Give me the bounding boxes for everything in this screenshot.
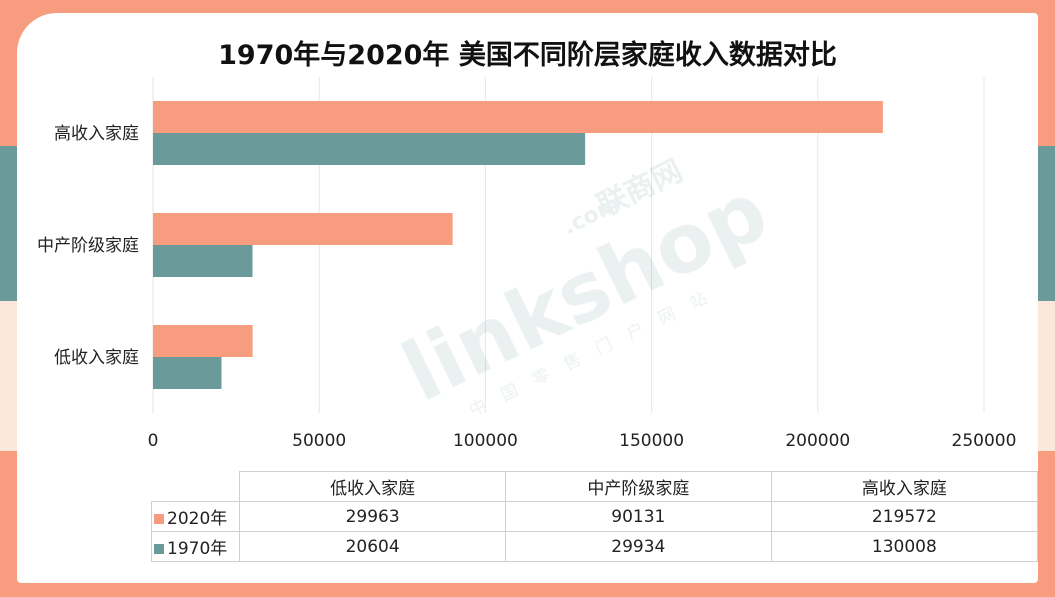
bar-2020 xyxy=(153,213,453,245)
bar-1970 xyxy=(153,357,222,389)
table-cell: 29934 xyxy=(504,531,772,562)
table-corner xyxy=(151,471,241,502)
chart-card: 1970年与2020年 美国不同阶层家庭收入数据对比 linkshop .com… xyxy=(17,13,1039,583)
x-tick-label: 150000 xyxy=(619,431,684,451)
bar-chart: linkshop .com 联商网 中国零售门户网站 高收入家庭中产阶级家庭低收… xyxy=(37,77,1017,451)
bar-2020 xyxy=(153,101,883,133)
chart-title: 1970年与2020年 美国不同阶层家庭收入数据对比 xyxy=(218,40,837,71)
table-header-row: 低收入家庭 中产阶级家庭 高收入家庭 xyxy=(151,471,1039,502)
table-row: 1970年 20604 29934 130008 xyxy=(150,531,1039,562)
x-tick-labels: 0 50000 100000 150000 200000 250000 xyxy=(148,431,1017,451)
table-col-head: 高收入家庭 xyxy=(770,471,1039,502)
table-row: 2020年 29963 90131 219572 xyxy=(150,501,1039,532)
table-cell: 130008 xyxy=(770,531,1039,562)
table-cell: 219572 xyxy=(770,501,1039,532)
table-row-label: 1970年 xyxy=(150,531,241,562)
legend-swatch-2020 xyxy=(154,514,164,524)
category-label: 高收入家庭 xyxy=(54,124,139,144)
watermark-logo: linkshop .com 联商网 中国零售门户网站 xyxy=(389,153,782,421)
table-cell: 20604 xyxy=(239,531,506,562)
data-table: 低收入家庭 中产阶级家庭 高收入家庭 2020年 29963 90131 219… xyxy=(150,471,1039,562)
category-label: 中产阶级家庭 xyxy=(37,236,139,256)
x-tick-label: 250000 xyxy=(952,431,1017,451)
table-cell: 29963 xyxy=(239,501,506,532)
table-row-label: 2020年 xyxy=(150,501,241,532)
bar-2020 xyxy=(153,325,253,357)
x-tick-label: 100000 xyxy=(453,431,518,451)
legend-label: 1970年 xyxy=(167,539,228,559)
x-tick-label: 200000 xyxy=(785,431,850,451)
bars xyxy=(153,101,883,389)
x-tick-label: 0 xyxy=(148,431,159,451)
bar-1970 xyxy=(153,133,586,165)
x-tick-label: 50000 xyxy=(292,431,346,451)
table-col-head: 低收入家庭 xyxy=(239,471,506,502)
table-cell: 90131 xyxy=(504,501,772,532)
bar-1970 xyxy=(153,245,253,277)
category-label: 低收入家庭 xyxy=(54,348,139,368)
table-col-head: 中产阶级家庭 xyxy=(504,471,772,502)
legend-label: 2020年 xyxy=(167,509,228,529)
legend-swatch-1970 xyxy=(154,544,164,554)
